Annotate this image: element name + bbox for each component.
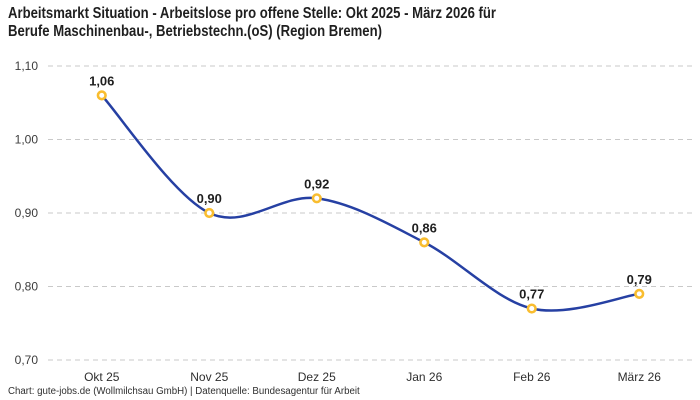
y-axis-tick-label: 0,80 (15, 280, 39, 294)
data-point-label: 0,77 (519, 287, 544, 302)
data-point-marker (634, 288, 645, 299)
x-axis-tick-label: Nov 25 (190, 370, 228, 384)
data-point-label: 1,06 (89, 73, 114, 88)
y-axis-tick-label: 1,10 (15, 59, 39, 73)
chart-title-line2: Berufe Maschinenbau-, Betriebstechn.(oS)… (8, 23, 382, 40)
chart-title-line1: Arbeitsmarkt Situation - Arbeitslose pro… (8, 5, 497, 22)
data-point-marker (96, 90, 107, 101)
data-point-label: 0,86 (412, 220, 437, 235)
x-axis-tick-label: Dez 25 (298, 370, 336, 384)
data-point-label: 0,79 (627, 272, 652, 287)
x-axis-tick-label: März 26 (618, 370, 662, 384)
series-line (100, 94, 641, 312)
y-axis-tick-label: 1,00 (15, 133, 39, 147)
data-point-label: 0,90 (197, 191, 222, 206)
data-point-marker (526, 303, 537, 314)
data-point-marker (419, 237, 430, 248)
chart-footer-credit: Chart: gute-jobs.de (Wollmilchsau GmbH) … (8, 386, 360, 397)
chart-title: Arbeitsmarkt Situation - Arbeitslose pro… (8, 5, 496, 41)
x-axis-tick-label: Feb 26 (513, 370, 551, 384)
x-axis-tick-label: Jan 26 (406, 370, 442, 384)
data-point-marker (311, 193, 322, 204)
data-point-marker (204, 207, 215, 219)
y-axis-tick-label: 0,70 (15, 353, 39, 367)
data-point-label: 0,92 (304, 176, 329, 191)
y-axis-tick-label: 0,90 (15, 206, 39, 220)
x-axis-tick-label: Okt 25 (84, 370, 120, 384)
